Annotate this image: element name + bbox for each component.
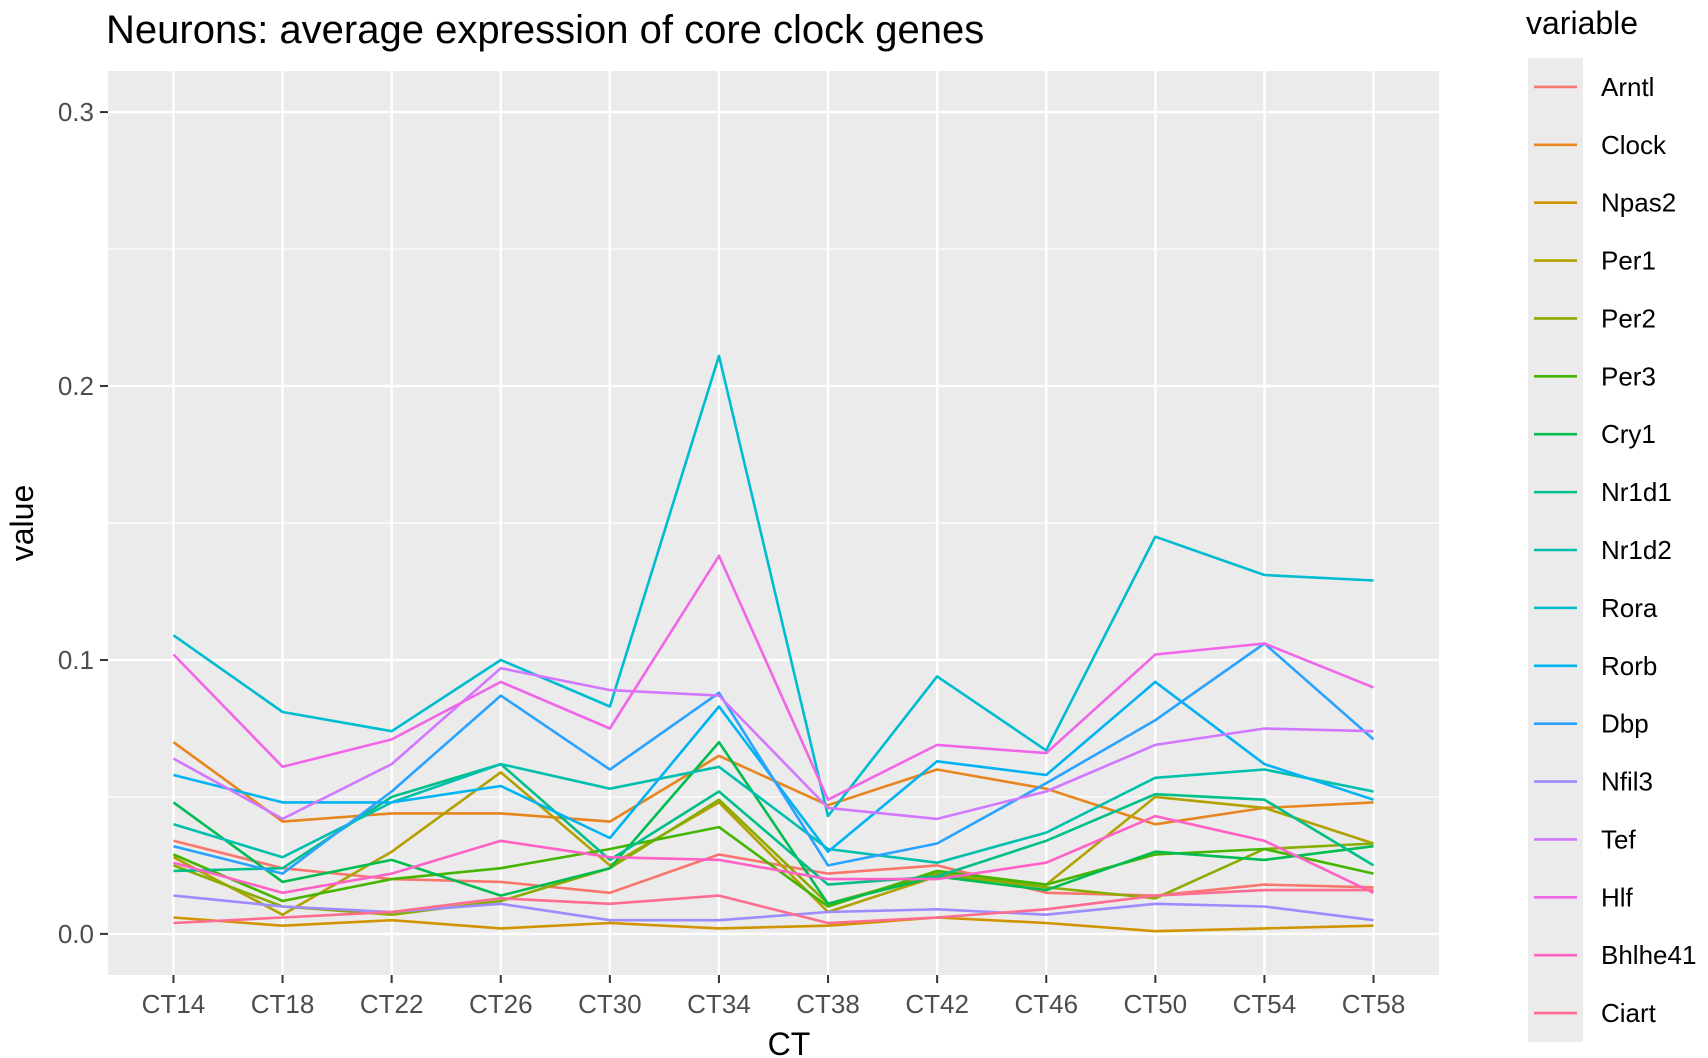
y-tick-label: 0.1 <box>58 645 94 675</box>
y-tick-label: 0.0 <box>58 919 94 949</box>
series-line-per1 <box>172 770 1374 917</box>
y-tick-label: 0.2 <box>58 371 94 401</box>
x-tick-label: CT30 <box>578 989 642 1019</box>
series-line-npas2 <box>173 916 1374 933</box>
x-tick-label: CT46 <box>1014 989 1078 1019</box>
y-axis-title: value <box>4 485 40 562</box>
legend-label-clock: Clock <box>1601 130 1667 160</box>
legend-label-tef: Tef <box>1601 824 1636 854</box>
y-tick-label: 0.3 <box>58 97 94 127</box>
x-tick-label: CT42 <box>905 989 969 1019</box>
legend-title: variable <box>1526 5 1638 41</box>
x-tick-label: CT58 <box>1342 989 1406 1019</box>
x-tick-label: CT14 <box>142 989 206 1019</box>
legend-label-arntl: Arntl <box>1601 72 1654 102</box>
legend-label-per3: Per3 <box>1601 361 1656 391</box>
series-line-cry1 <box>172 740 1374 906</box>
legend-label-rora: Rora <box>1601 593 1658 623</box>
legend-label-npas2: Npas2 <box>1601 188 1676 218</box>
gridlines <box>108 71 1439 975</box>
legend-label-hlf: Hlf <box>1601 882 1634 912</box>
chart-title: Neurons: average expression of core cloc… <box>106 8 984 52</box>
x-tick-label: CT22 <box>360 989 424 1019</box>
legend-label-cry1: Cry1 <box>1601 419 1656 449</box>
series-line-nfil3 <box>173 894 1374 922</box>
series-line-rora <box>172 354 1374 818</box>
series-line-nr1d2 <box>173 762 1374 865</box>
x-tick-label: CT34 <box>687 989 751 1019</box>
legend-label-nfil3: Nfil3 <box>1601 767 1653 797</box>
series-line-nr1d1 <box>173 762 1375 886</box>
x-axis: CT14 CT18 CT22 CT26 CT30 CT34 CT38 CT42 CT46 CT50… <box>142 975 1406 1019</box>
x-tick-label: CT54 <box>1233 989 1297 1019</box>
legend-label-dbp: Dbp <box>1601 709 1649 739</box>
x-tick-label: CT38 <box>796 989 860 1019</box>
legend-label-bhlhe41: Bhlhe41 <box>1601 940 1696 970</box>
legend-label-ciart: Ciart <box>1601 998 1657 1028</box>
x-tick-label: CT50 <box>1124 989 1188 1019</box>
series-line-hlf <box>172 554 1374 802</box>
series-line-tef <box>172 666 1374 821</box>
series-line-bhlhe41 <box>173 814 1375 895</box>
legend-label-nr1d2: Nr1d2 <box>1601 535 1672 565</box>
series-line-dbp <box>173 642 1375 875</box>
legend: variable Arntl Clock Npas2 Per1 Per2 Per3 Cry1… <box>1526 5 1696 1042</box>
legend-label-per2: Per2 <box>1601 303 1656 333</box>
series-lines <box>172 354 1375 933</box>
legend-label-per1: Per1 <box>1601 246 1656 276</box>
legend-label-rorb: Rorb <box>1601 651 1657 681</box>
y-axis: 0.0 0.1 0.2 0.3 <box>58 97 108 949</box>
legend-label-nr1d1: Nr1d1 <box>1601 477 1672 507</box>
x-tick-label: CT18 <box>251 989 315 1019</box>
series-line-ciart <box>173 888 1374 925</box>
x-axis-title: CT <box>768 1026 811 1058</box>
x-tick-label: CT26 <box>469 989 533 1019</box>
